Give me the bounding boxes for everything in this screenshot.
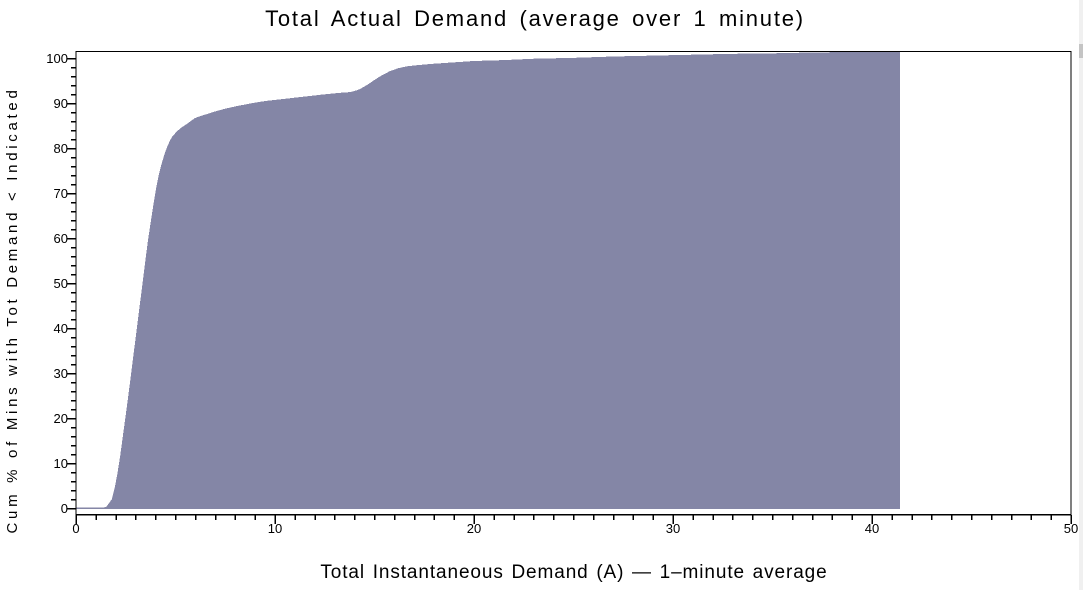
svg-text:50: 50 (1064, 521, 1078, 536)
svg-text:50: 50 (54, 276, 68, 291)
svg-text:60: 60 (54, 231, 68, 246)
svg-text:Total Instantaneous Demand (A): Total Instantaneous Demand (A) — 1–minut… (320, 562, 827, 583)
svg-text:10: 10 (268, 521, 282, 536)
svg-text:30: 30 (666, 521, 680, 536)
svg-text:100: 100 (46, 51, 68, 66)
svg-text:Total Actual Demand (average o: Total Actual Demand (average over 1 minu… (265, 6, 805, 31)
svg-text:40: 40 (54, 321, 68, 336)
svg-text:Cum % of Mins with Tot Demand: Cum % of Mins with Tot Demand < Indicate… (4, 87, 21, 534)
svg-text:10: 10 (54, 456, 68, 471)
svg-text:0: 0 (61, 501, 68, 516)
svg-text:80: 80 (54, 141, 68, 156)
svg-text:20: 20 (467, 521, 481, 536)
svg-text:20: 20 (54, 411, 68, 426)
svg-text:70: 70 (54, 186, 68, 201)
svg-text:90: 90 (54, 96, 68, 111)
svg-text:30: 30 (54, 366, 68, 381)
svg-text:40: 40 (865, 521, 879, 536)
svg-text:0: 0 (72, 521, 79, 536)
